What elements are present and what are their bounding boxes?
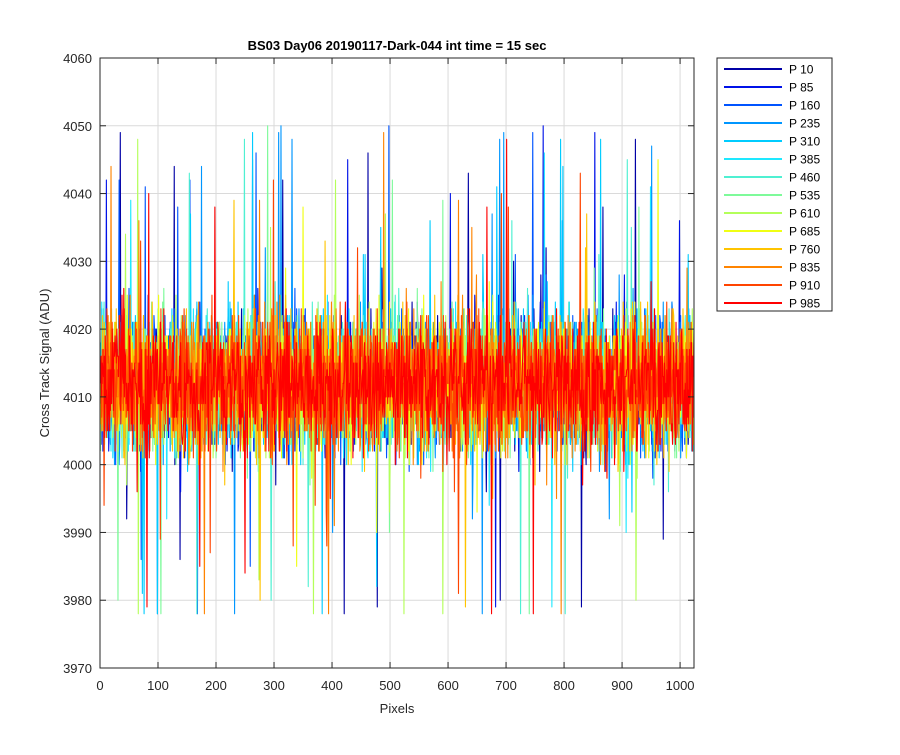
legend-box (716, 57, 833, 312)
legend: P 10 P 85 P 160 P 235 P 310 P 385 P 460 P 535 P … (716, 57, 833, 312)
y-tick-label: 4060 (63, 51, 92, 66)
legend-label: P 760 (789, 243, 820, 257)
y-tick-label: 3980 (63, 593, 92, 608)
legend-label: P 535 (789, 189, 820, 203)
legend-label: P 385 (789, 153, 820, 167)
x-tick-label: 500 (379, 678, 401, 693)
y-tick-label: 3970 (63, 661, 92, 676)
y-tick-label: 4050 (63, 119, 92, 134)
legend-label: P 910 (789, 279, 820, 293)
x-axis-label: Pixels (380, 701, 415, 716)
x-axis: 0 100 200 300 400 500 600 700 800 900 1000 (96, 58, 695, 693)
x-tick-label: 1000 (666, 678, 695, 693)
x-tick-label: 900 (611, 678, 633, 693)
series-layer (100, 125, 694, 615)
legend-label: P 685 (789, 225, 820, 239)
y-tick-label: 4030 (63, 254, 92, 269)
chart-title: BS03 Day06 20190117-Dark-044 int time = … (248, 38, 547, 53)
y-axis: 3970 3980 3990 4000 4010 4020 4030 4040 4050 4060 (63, 51, 694, 676)
y-tick-label: 4020 (63, 322, 92, 337)
legend-label: P 985 (789, 297, 820, 311)
plot-frame (99, 57, 695, 669)
y-tick-label: 4000 (63, 458, 92, 473)
x-tick-label: 200 (205, 678, 227, 693)
x-tick-label: 600 (437, 678, 459, 693)
x-tick-label: 300 (263, 678, 285, 693)
legend-label: P 85 (789, 81, 814, 95)
legend-label: P 610 (789, 207, 820, 221)
legend-items: P 10 P 85 P 160 P 235 P 310 P 385 P 460 P 535 P … (724, 63, 820, 311)
legend-label: P 10 (789, 63, 814, 77)
legend-label: P 835 (789, 261, 820, 275)
x-tick-label: 800 (553, 678, 575, 693)
legend-label: P 160 (789, 99, 820, 113)
y-axis-label: Cross Track Signal (ADU) (37, 289, 52, 438)
legend-label: P 235 (789, 117, 820, 131)
series-line-p985 (100, 138, 694, 615)
x-tick-label: 100 (147, 678, 169, 693)
y-tick-label: 4040 (63, 187, 92, 202)
legend-label: P 460 (789, 171, 820, 185)
legend-label: P 310 (789, 135, 820, 149)
y-tick-label: 4010 (63, 390, 92, 405)
x-tick-label: 700 (495, 678, 517, 693)
x-tick-label: 400 (321, 678, 343, 693)
x-tick-label: 0 (96, 678, 103, 693)
y-tick-label: 3990 (63, 525, 92, 540)
